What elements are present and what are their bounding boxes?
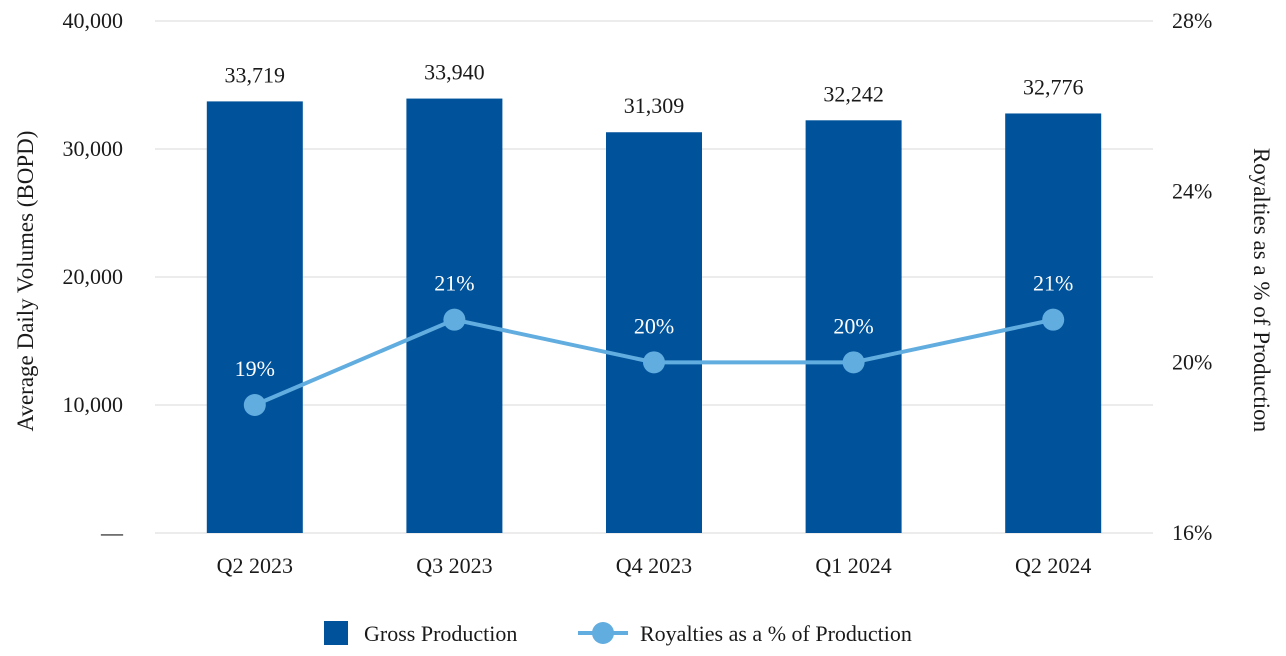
line-data-label: 21% xyxy=(1033,271,1073,296)
x-tick-label: Q2 2023 xyxy=(217,553,293,578)
legend: Gross Production Royalties as a % of Pro… xyxy=(324,621,912,646)
line-data-label: 20% xyxy=(634,313,674,338)
y2-tick-label: 16% xyxy=(1172,520,1212,545)
bar-data-labels: 33,719 33,940 31,309 32,242 32,776 xyxy=(225,60,1084,119)
y2-tick-label: 24% xyxy=(1172,179,1212,204)
bar-gross-production xyxy=(206,101,303,534)
legend-swatch-royalties-marker xyxy=(592,622,614,644)
line-data-label: 21% xyxy=(434,271,474,296)
royalty-point xyxy=(842,351,865,374)
y-axis-title: Average Daily Volumes (BOPD) xyxy=(13,131,38,432)
line-data-label: 20% xyxy=(833,313,873,338)
bars xyxy=(206,98,1102,534)
x-tick-label: Q2 2024 xyxy=(1015,553,1091,578)
x-tick-label: Q3 2023 xyxy=(416,553,492,578)
royalty-point xyxy=(443,308,466,331)
bar-data-label: 33,940 xyxy=(424,60,485,85)
y2-tick-label: 28% xyxy=(1172,8,1212,33)
royalty-line-series xyxy=(243,308,1065,416)
y2-tick-label: 20% xyxy=(1172,349,1212,374)
bar-data-label: 32,776 xyxy=(1023,74,1084,99)
line-data-label: 19% xyxy=(235,356,275,381)
y-tick-label: 10,000 xyxy=(63,392,124,417)
y-tick-label: 20,000 xyxy=(63,264,124,289)
y-tick-label: 30,000 xyxy=(63,136,124,161)
royalty-point xyxy=(1042,308,1065,331)
line-data-labels: 19% 21% 20% 20% 21% xyxy=(235,271,1074,381)
y-tick-label: 40,000 xyxy=(63,8,124,33)
bar-gross-production xyxy=(805,120,902,533)
bar-data-label: 31,309 xyxy=(624,93,685,118)
x-tick-label: Q1 2024 xyxy=(815,553,891,578)
legend-label-royalties: Royalties as a % of Production xyxy=(640,621,912,646)
y2-axis-ticks: 16% 20% 24% 28% xyxy=(1172,8,1212,545)
y2-axis-title: Royalties as a % of Production xyxy=(1249,148,1274,433)
legend-label-gross-production: Gross Production xyxy=(364,621,517,646)
y-tick-label: — xyxy=(100,520,124,545)
bar-data-label: 32,242 xyxy=(823,81,884,106)
royalty-point xyxy=(643,351,665,374)
x-axis-ticks: Q2 2023 Q3 2023 Q4 2023 Q1 2024 Q2 2024 xyxy=(217,553,1092,578)
legend-swatch-gross-production xyxy=(324,621,348,645)
bar-data-label: 33,719 xyxy=(225,62,286,87)
bar-gross-production xyxy=(606,132,702,533)
x-tick-label: Q4 2023 xyxy=(616,553,692,578)
royalty-point xyxy=(243,394,266,416)
y-axis-ticks: — 10,000 20,000 30,000 40,000 xyxy=(63,8,125,545)
